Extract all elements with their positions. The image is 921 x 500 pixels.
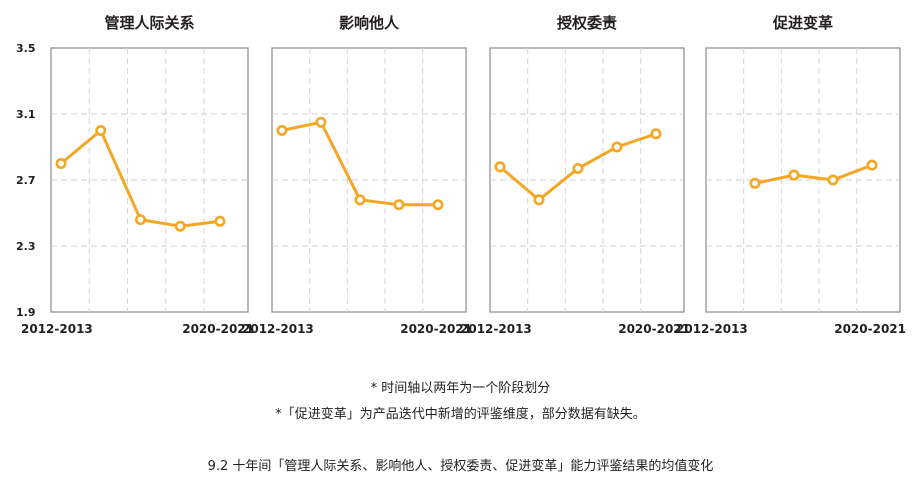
data-point <box>827 174 839 186</box>
footnote-missing-data: *「促进变革」为产品迭代中新增的评鉴维度，部分数据有缺失。 <box>275 407 646 422</box>
x-tick-label-start: 2012-2013 <box>242 322 314 336</box>
panel-title: 促进变革 <box>772 14 833 32</box>
x-tick-label-end: 2020-2021 <box>182 322 254 336</box>
data-point <box>276 125 288 137</box>
panel-2: 影响他人 2012-2013 2020-2021 <box>242 14 472 336</box>
x-tick-label-start: 2012-2013 <box>460 322 532 336</box>
panel-title: 管理人际关系 <box>104 14 194 32</box>
data-point <box>95 125 107 137</box>
panel-title: 影响他人 <box>339 14 400 32</box>
data-point <box>788 169 800 181</box>
data-point <box>135 214 147 226</box>
x-tick-label-start: 2012-2013 <box>676 322 748 336</box>
data-point <box>749 177 761 189</box>
data-point <box>432 199 444 211</box>
panel-1: 管理人际关系 3.5 3.1 2.7 2.3 1.9 2012-2013 2020-2021 <box>16 14 254 336</box>
data-point <box>611 141 623 153</box>
data-point <box>494 161 506 173</box>
y-tick-label: 1.9 <box>16 306 36 319</box>
y-tick-label: 3.5 <box>16 42 36 55</box>
panel-title: 授权委责 <box>557 14 617 32</box>
data-point <box>650 128 662 140</box>
data-point <box>55 158 67 170</box>
data-point <box>393 199 405 211</box>
x-tick-label-end: 2020-2021 <box>400 322 472 336</box>
data-point <box>533 194 545 206</box>
series-line <box>59 129 222 228</box>
x-tick-label-end: 2020-2021 <box>834 322 906 336</box>
figure-caption: 9.2 十年间「管理人际关系、影响他人、授权委责、促进变革」能力评鉴结果的均值变… <box>207 459 714 474</box>
data-point <box>315 116 327 128</box>
footnote-time-axis: * 时间轴以两年为一个阶段划分 <box>370 381 551 396</box>
x-tick-label-start: 2012-2013 <box>21 322 93 336</box>
series-line <box>753 163 874 185</box>
data-point <box>572 162 584 174</box>
series-line <box>280 120 440 207</box>
data-point <box>866 159 878 171</box>
panel-frame <box>50 47 249 313</box>
data-point <box>214 215 226 227</box>
y-tick-label: 3.1 <box>16 108 36 121</box>
panel-4: 促进变革 2012-2013 2020-2021 <box>676 14 906 336</box>
y-tick-label: 2.7 <box>16 174 36 187</box>
y-tick-label: 2.3 <box>16 240 36 253</box>
data-point <box>174 220 186 232</box>
x-tick-label-end: 2020-2021 <box>618 322 690 336</box>
data-point <box>354 194 366 206</box>
panel-3: 授权委责 2012-2013 2020-2021 <box>460 14 690 336</box>
